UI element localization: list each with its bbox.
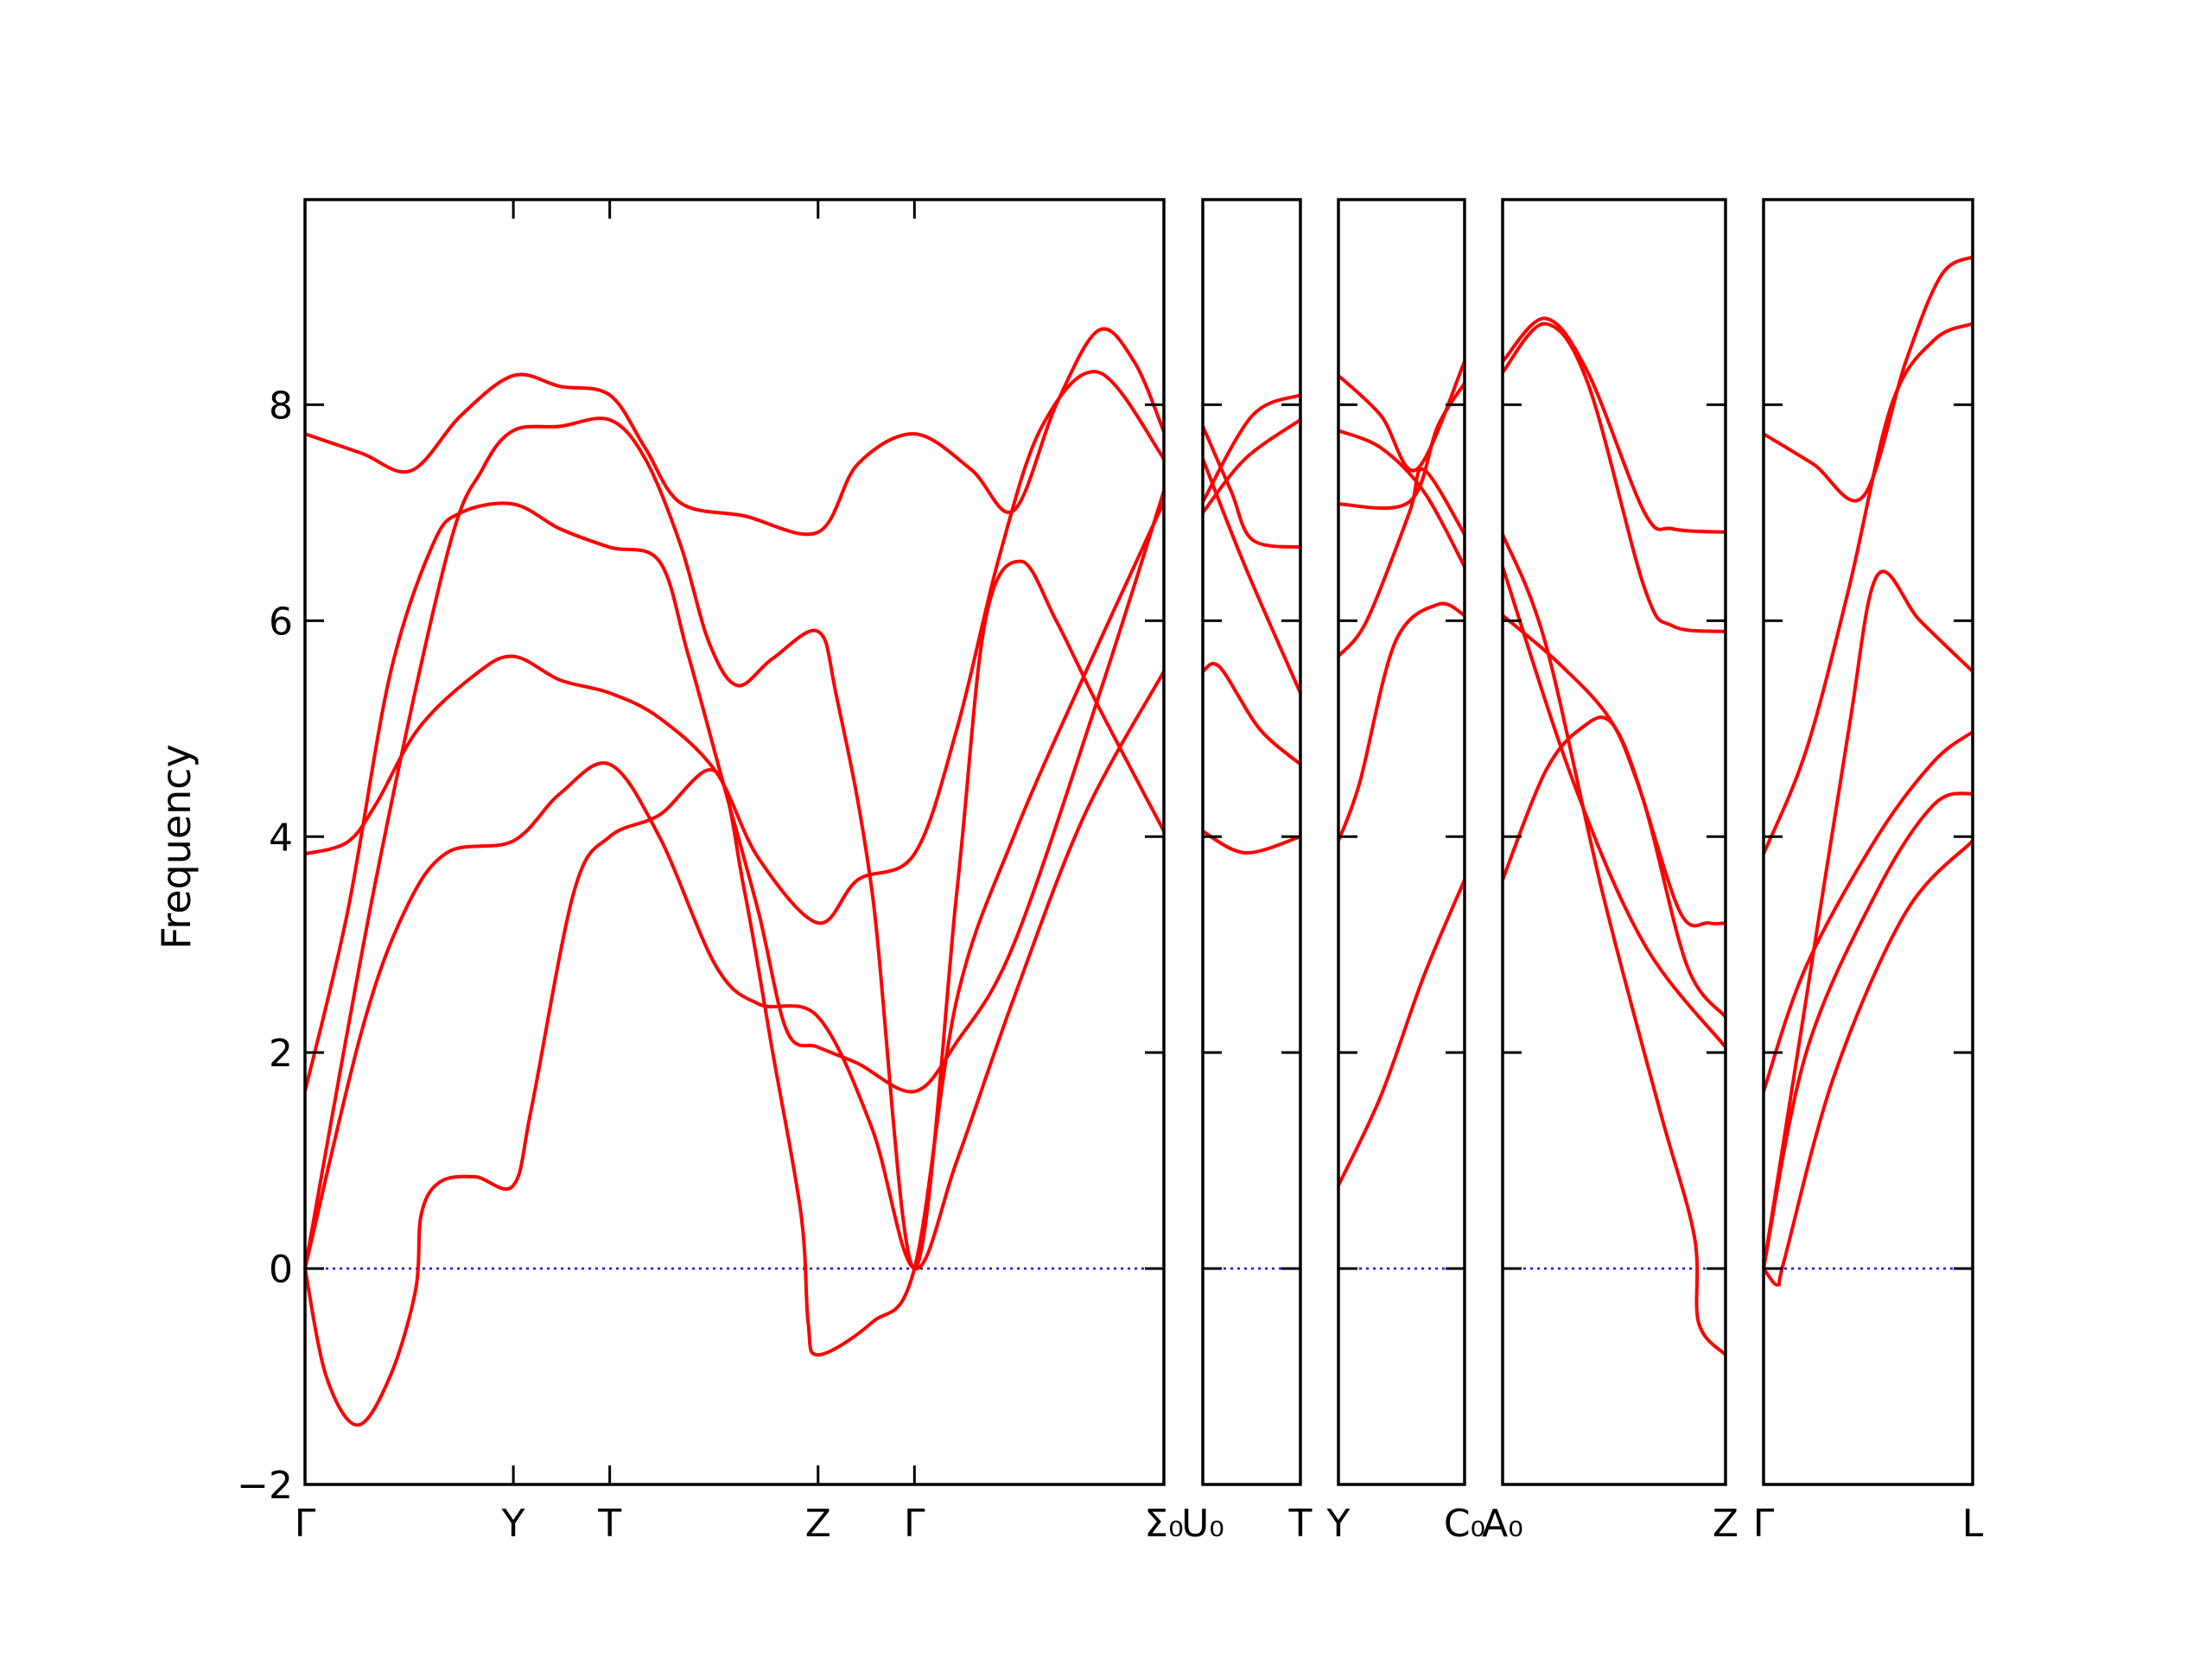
band-line-2 [303, 416, 1166, 1271]
x-tick-label: Z [1713, 1502, 1738, 1546]
panel-frame-5 [1762, 198, 1974, 1486]
x-tick-label: Y [501, 1502, 525, 1546]
x-tick-label: T [597, 1502, 621, 1546]
panel-frame-1 [303, 198, 1166, 1486]
band-line-4 [1201, 458, 1302, 694]
band-line-6 [1501, 715, 1727, 1019]
x-tick-label: C₀ [1444, 1502, 1485, 1546]
panel-frame-2 [1201, 198, 1302, 1486]
band-line-5 [1501, 613, 1726, 928]
band-line-6 [1762, 839, 1974, 1287]
band-line-1 [1762, 255, 1974, 503]
band-line-2 [1338, 429, 1466, 568]
y-tick-label: 0 [269, 1248, 293, 1292]
band-line-4 [1501, 566, 1727, 1049]
band-line-1 [1501, 316, 1726, 534]
band-line-3 [1338, 382, 1466, 511]
band-line-1 [1201, 393, 1301, 503]
band-line-3 [303, 490, 1166, 1094]
band-line-4 [1337, 467, 1466, 658]
band-line-6 [303, 501, 1166, 1427]
x-tick-label: Γ [1753, 1502, 1775, 1546]
band-line-5 [1762, 791, 1974, 1269]
band-line-2 [1762, 321, 1974, 855]
x-tick-label: Y [1326, 1502, 1351, 1546]
x-tick-label: Γ [904, 1502, 925, 1546]
x-tick-label: Σ₀ [1144, 1502, 1183, 1546]
band-line-6 [1337, 879, 1466, 1186]
band-line-5 [1201, 662, 1302, 766]
band-line-2 [1501, 321, 1726, 633]
band-line-2 [1201, 418, 1302, 514]
y-tick-label: 4 [269, 816, 293, 860]
x-tick-label: Γ [295, 1502, 316, 1546]
band-line-6 [1201, 830, 1301, 855]
x-tick-label: U₀ [1181, 1502, 1224, 1546]
panel-frame-3 [1337, 198, 1466, 1486]
y-axis-label: Frequency [153, 744, 200, 950]
y-tick-label: −2 [237, 1464, 293, 1508]
y-tick-label: 6 [269, 600, 293, 644]
x-tick-label: L [1962, 1502, 1984, 1546]
x-tick-label: Z [805, 1502, 831, 1546]
band-line-4 [304, 370, 1166, 925]
band-line-4 [1762, 730, 1974, 1092]
band-line-1 [1337, 360, 1466, 473]
band-line-1 [304, 327, 1166, 537]
band-line-5 [303, 671, 1166, 1271]
x-tick-label: T [1288, 1502, 1313, 1546]
panel-frame-4 [1501, 198, 1727, 1486]
x-tick-label: A₀ [1482, 1502, 1523, 1546]
y-tick-label: 8 [269, 384, 293, 428]
band-line-3 [1201, 425, 1301, 550]
band-line-3 [1762, 569, 1974, 1269]
band-line-3 [1501, 533, 1727, 1357]
band-line-5 [1337, 601, 1466, 842]
y-tick-label: 2 [269, 1032, 293, 1076]
